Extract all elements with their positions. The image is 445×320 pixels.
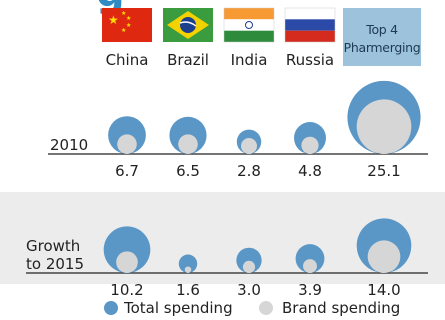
svg-text:★: ★ xyxy=(121,10,126,17)
row-label-growth-line2: to 2015 xyxy=(26,255,84,273)
brand-bubble-top4-row0 xyxy=(356,99,412,154)
legend-total-label: Total spending xyxy=(123,299,233,317)
russia-flag-icon xyxy=(284,7,336,43)
total-bubble-india-row1 xyxy=(236,247,262,273)
value-label-brazil-row0: 6.5 xyxy=(176,162,200,180)
country-label-india: India xyxy=(231,51,268,69)
value-label-brazil-row1: 1.6 xyxy=(176,281,200,299)
total-bubble-china-row1 xyxy=(103,226,151,273)
brand-bubble-india-row0 xyxy=(241,138,257,154)
brand-bubble-brazil-row0 xyxy=(178,134,198,154)
brand-bubble-china-row1 xyxy=(116,251,138,273)
india-flag-icon xyxy=(223,7,275,43)
brand-bubble-top4-row1 xyxy=(367,240,401,273)
value-label-russia-row1: 3.9 xyxy=(298,281,322,299)
row-label-growth-line1: Growth xyxy=(26,237,80,255)
value-label-india-row1: 3.0 xyxy=(237,281,261,299)
total-bubble-brazil-row1 xyxy=(178,254,198,273)
china-flag-icon: ★ ★ ★ ★ ★ xyxy=(102,8,152,42)
svg-text:★: ★ xyxy=(108,13,119,27)
value-label-china-row0: 6.7 xyxy=(115,162,139,180)
svg-text:★: ★ xyxy=(126,22,131,29)
country-label-brazil: Brazil xyxy=(167,51,209,69)
bubble-layer: 6.7 6.5 2.8 4.8 25.1 10.2 1.6 3.0 3.9 14.0 xyxy=(103,80,421,299)
svg-text:★: ★ xyxy=(126,15,131,22)
brand-bubble-russia-row1 xyxy=(303,259,317,273)
legend-brand-swatch xyxy=(259,301,273,315)
total-bubble-russia-row1 xyxy=(295,244,325,273)
svg-text:★: ★ xyxy=(121,27,126,34)
group-header-box xyxy=(343,8,421,66)
brand-bubble-brazil-row1 xyxy=(184,266,192,274)
country-label-russia: Russia xyxy=(286,51,334,69)
value-label-india-row0: 2.8 xyxy=(237,162,261,180)
brand-bubble-china-row0 xyxy=(117,134,137,154)
value-label-china-row1: 10.2 xyxy=(110,281,143,299)
brand-bubble-russia-row0 xyxy=(301,136,319,154)
legend-brand-label: Brand spending xyxy=(282,299,400,317)
value-label-russia-row0: 4.8 xyxy=(298,162,322,180)
brazil-flag-icon xyxy=(163,8,213,42)
country-label-china: China xyxy=(106,51,149,69)
brand-bubble-india-row1 xyxy=(242,260,256,274)
row-label-2010: 2010 xyxy=(50,136,88,154)
group-header-line2: Pharmerging xyxy=(344,40,421,55)
value-label-top4-row1: 14.0 xyxy=(367,281,400,299)
legend-total-swatch xyxy=(104,301,118,315)
group-header-line1: Top 4 xyxy=(365,22,398,37)
value-label-top4-row0: 25.1 xyxy=(367,162,400,180)
